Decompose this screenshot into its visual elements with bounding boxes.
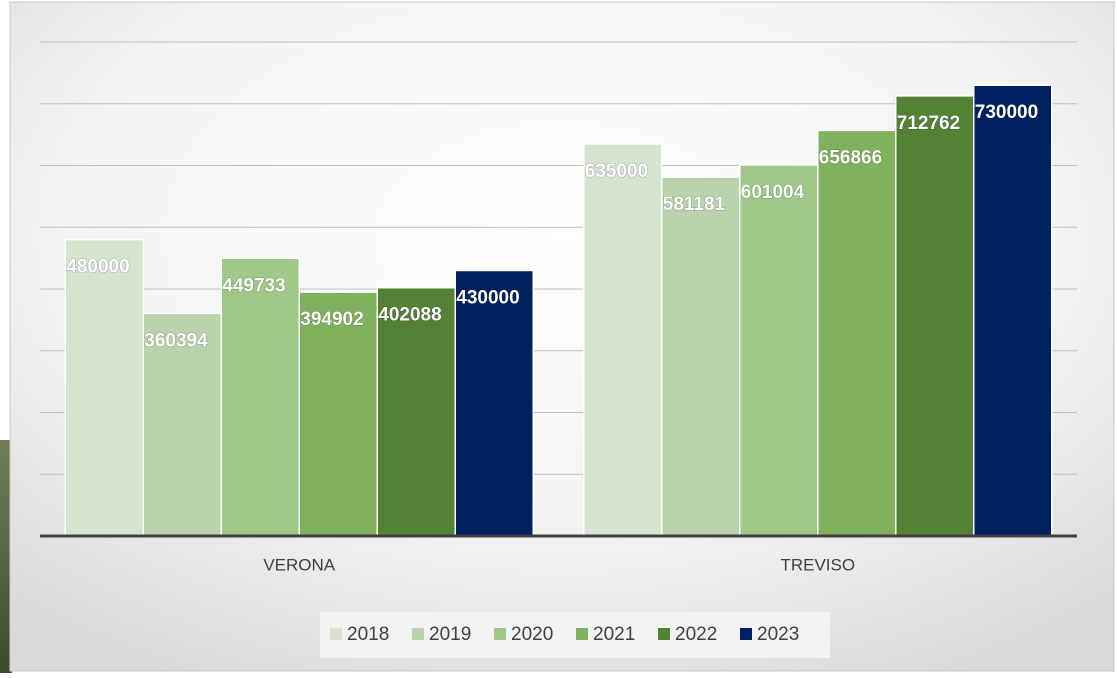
- legend-label: 2023: [757, 624, 799, 645]
- legend-swatch: [740, 628, 752, 640]
- data-label: 402088: [378, 305, 441, 326]
- legend-swatch: [494, 628, 506, 640]
- data-label: 730000: [975, 102, 1038, 123]
- legend-swatch: [658, 628, 670, 640]
- legend-swatch: [576, 628, 588, 640]
- x-tick-label: VERONA: [263, 555, 335, 574]
- bar: [817, 129, 897, 537]
- data-label: 430000: [456, 287, 519, 308]
- bar: [298, 291, 378, 537]
- legend-label: 2018: [347, 624, 389, 645]
- legend-swatch: [412, 628, 424, 640]
- legend-label: 2020: [511, 624, 553, 645]
- legend-swatch: [330, 628, 342, 640]
- data-label: 601004: [741, 182, 805, 203]
- data-label: 394902: [300, 309, 363, 330]
- bar: [220, 257, 300, 537]
- legend-box: [320, 612, 830, 658]
- data-label: 712762: [897, 113, 960, 134]
- background-image: [0, 440, 12, 673]
- bar: [454, 269, 534, 537]
- bar: [376, 286, 456, 537]
- bar: [583, 143, 663, 537]
- bar: [64, 238, 144, 537]
- bar: [142, 312, 222, 537]
- legend-label: 2021: [593, 624, 635, 645]
- bar: [895, 95, 975, 537]
- data-label: 480000: [66, 257, 129, 278]
- legend-label: 2022: [675, 624, 717, 645]
- bar: [661, 176, 741, 537]
- data-label: 449733: [222, 275, 285, 296]
- data-label: 360394: [144, 330, 208, 351]
- data-label: 581181: [663, 194, 726, 215]
- data-label: 656866: [819, 147, 882, 168]
- legend-label: 2019: [429, 624, 471, 645]
- bar: [973, 84, 1053, 537]
- data-label: 635000: [585, 161, 648, 182]
- bar: [739, 164, 819, 537]
- x-tick-label: TREVISO: [780, 555, 855, 574]
